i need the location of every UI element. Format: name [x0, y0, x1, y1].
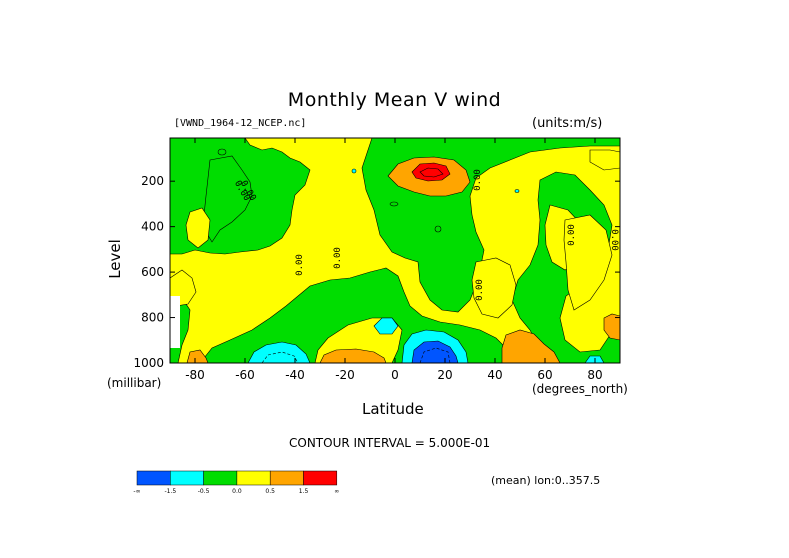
fill-green-blob — [434, 225, 442, 233]
x-axis-label: Latitude — [362, 400, 424, 418]
fill-green-blob — [389, 201, 399, 207]
fill-yellow-island — [185, 207, 211, 249]
fill-yellow-island — [563, 214, 613, 311]
contour-label: 0.00 — [333, 247, 343, 269]
fill-green-blob — [217, 148, 227, 156]
y-tick-label: 1000 — [133, 356, 164, 370]
file-label: [VWND_1964-12_NCEP.nc] — [174, 118, 307, 129]
x-axis-unit: (degrees_north) — [532, 382, 628, 396]
fill-orange-region — [501, 329, 561, 363]
colorbar-swatch — [170, 470, 204, 486]
x-tick-label: 60 — [537, 368, 552, 382]
fill-red-region — [411, 162, 451, 182]
fill-orange-region — [186, 349, 209, 363]
fill-orange-region — [319, 348, 387, 363]
fill-blue-region — [411, 340, 459, 363]
mean-label: (mean) lon:0..357.5 — [491, 474, 601, 487]
fill-green-region — [203, 155, 253, 243]
contour-line — [419, 167, 444, 178]
colorbar: -∞ -1.5 -0.5 0.0 0.5 1.5 ∞ — [133, 470, 339, 495]
colorbar-label: 0.5 — [265, 488, 275, 495]
fill-cyan-blob — [514, 189, 520, 193]
contour-line — [419, 347, 451, 363]
y-axis-unit: (millibar) — [107, 376, 162, 390]
contour-line — [261, 351, 299, 363]
fill-yellow-island — [589, 149, 620, 171]
contour-label: 0.00 — [475, 279, 485, 301]
contour-label: 0.00 — [567, 224, 577, 246]
x-tick-label: -80 — [185, 368, 205, 382]
contour-interval-label: CONTOUR INTERVAL = 5.000E-01 — [289, 436, 491, 450]
contour-label: 0.00 — [609, 229, 619, 251]
colorbar-swatch — [203, 470, 238, 486]
colorbar-swatch — [303, 470, 338, 486]
y-tick-label: 400 — [141, 220, 164, 234]
colorbar-swatch — [136, 470, 171, 486]
units-label: (units:m/s) — [532, 116, 603, 131]
x-tick-label: 0 — [391, 368, 399, 382]
x-tick-label: 20 — [437, 368, 452, 382]
y-tick-label: 600 — [141, 265, 164, 279]
colorbar-label: ∞ — [334, 488, 339, 495]
colorbar-label: -1.5 — [164, 488, 176, 495]
fill-cyan-region — [373, 317, 399, 335]
x-tick-label: -60 — [235, 368, 255, 382]
fill-orange-region — [603, 313, 620, 341]
contour-label: 0.00 — [473, 169, 483, 191]
fill-cyan-blob — [351, 168, 357, 174]
colorbar-swatch — [236, 470, 271, 486]
y-tick-label: 800 — [141, 311, 164, 325]
y-tick-label: 200 — [141, 174, 164, 188]
x-tick-label: -20 — [335, 368, 355, 382]
fill-missing — [170, 296, 180, 348]
contour-label: 0.00 — [295, 254, 305, 276]
colorbar-label: -∞ — [133, 488, 140, 495]
chart-title: Monthly Mean V wind — [287, 89, 502, 111]
x-tick-label: 80 — [587, 368, 602, 382]
colorbar-swatch — [269, 470, 304, 486]
x-tick-label: -40 — [285, 368, 305, 382]
colorbar-label: -0.5 — [198, 488, 210, 495]
contour-fills — [170, 138, 620, 363]
colorbar-label: 0.0 — [232, 488, 242, 495]
colorbar-label: 1.5 — [299, 488, 309, 495]
fill-yellow-island — [471, 257, 517, 319]
x-tick-label: 40 — [487, 368, 502, 382]
